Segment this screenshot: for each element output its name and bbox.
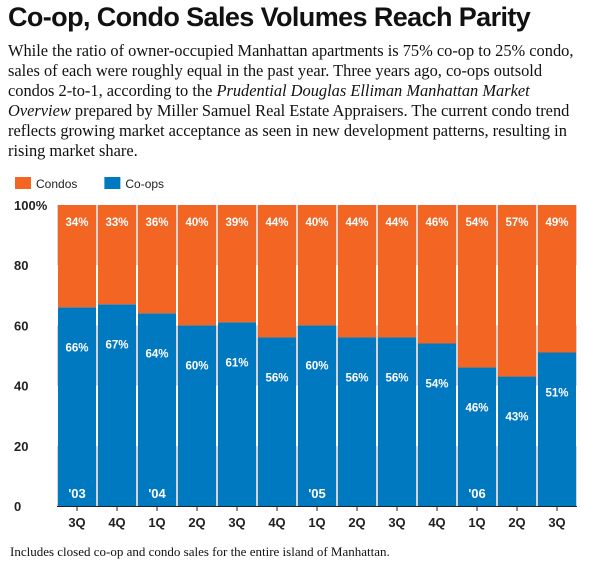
bar-condos [218,205,256,323]
data-label-coops: 51% [545,387,568,399]
data-label-condos: 57% [505,217,528,229]
legend: Condos Co-ops [15,177,164,191]
y-tick-label: 0 [14,499,21,514]
data-label-condos: 34% [65,217,88,229]
data-label-condos: 40% [305,217,328,229]
x-tick-label: 4Q [428,515,445,530]
data-label-coops: 56% [345,372,368,384]
chart-title: Co-op, Condo Sales Volumes Reach Parity [8,2,531,32]
intro-text-start: While the ratio of owner-occupied Manhat… [8,41,574,100]
x-tick-label: 4Q [108,515,125,530]
data-label-condos: 44% [265,217,288,229]
year-label: '06 [468,486,486,501]
x-axis: 3Q 4Q 1Q 2Q 3Q 4Q 1Q 2Q 3Q 4Q 1Q 2Q 3Q [57,506,577,530]
intro-paragraph: While the ratio of owner-occupied Manhat… [8,41,592,161]
x-tick-label: 4Q [268,515,285,530]
bar-coops [218,322,256,506]
year-label: '05 [308,486,326,501]
bar-coops [98,304,136,506]
intro-report-name: Prudential Douglas Elliman Manhattan Mar… [8,81,530,120]
bar-condos [538,205,576,353]
bar-condos [138,205,176,314]
bar-coops [178,325,216,506]
bar-condos [58,205,96,308]
legend-label: Condos [36,177,77,191]
data-label-condos: 39% [225,217,248,229]
bar-coops [418,343,456,506]
bar-condos [458,205,496,368]
data-label-condos: 54% [465,217,488,229]
year-label: '03 [68,486,86,501]
x-tick-label: 2Q [348,515,365,530]
data-label-condos: 46% [425,217,448,229]
data-label-condos: 36% [145,217,168,229]
bar-condos [418,205,456,344]
data-label-coops: 61% [225,357,248,369]
data-label-condos: 44% [385,217,408,229]
data-label-coops: 56% [385,372,408,384]
bar-coops [458,367,496,506]
bar-coops [338,337,376,506]
bar-coops [258,337,296,506]
data-label-condos: 33% [105,217,128,229]
bar-coops [298,325,336,506]
data-label-coops: 46% [465,403,488,415]
x-tick-label: 3Q [548,515,565,530]
y-axis: 0 20 40 60 80 100% [14,198,48,514]
data-label-condos: 49% [545,217,568,229]
bar-coops [138,313,176,506]
bar-condos [378,205,416,338]
year-label: '04 [148,486,166,501]
legend-swatch-coops [104,177,121,189]
x-tick-label: 2Q [188,515,205,530]
x-tick-label: 1Q [308,515,325,530]
x-tick-label: 3Q [68,515,85,530]
legend-label: Co-ops [125,177,164,191]
x-tick-label: 1Q [468,515,485,530]
bar-coops [378,337,416,506]
data-label-coops: 43% [505,412,528,424]
bars: 34% 66% '03 33% 67% 36% 64% '04 40% 60% 39% 61% 44% 5… [58,205,576,506]
y-tick-label: 100% [14,198,48,213]
bar-condos [498,205,536,377]
data-label-coops: 64% [145,348,168,360]
y-tick-label: 20 [14,439,28,454]
x-tick-label: 1Q [148,515,165,530]
legend-swatch-condos [15,177,31,189]
data-label-coops: 56% [265,372,288,384]
bar-condos [298,205,336,326]
y-tick-label: 60 [14,318,28,333]
intro-text-end: prepared by Miller Samuel Real Estate Ap… [8,101,570,160]
data-label-coops: 60% [185,360,208,372]
data-label-condos: 44% [345,217,368,229]
y-tick-label: 80 [14,258,28,273]
footnote: Includes closed co-op and condo sales fo… [10,544,390,559]
x-tick-label: 3Q [388,515,405,530]
x-tick-label: 2Q [508,515,525,530]
bar-condos [98,205,136,305]
bar-condos [258,205,296,338]
data-label-condos: 40% [185,217,208,229]
data-label-coops: 66% [65,342,88,354]
x-tick-label: 3Q [228,515,245,530]
data-label-coops: 54% [425,378,448,390]
bar-condos [178,205,216,326]
y-tick-label: 40 [14,379,28,394]
bar-coops [498,376,536,506]
bar-condos [338,205,376,338]
data-label-coops: 67% [105,339,128,351]
bar-coops [538,352,576,506]
data-label-coops: 60% [305,360,328,372]
bar-coops [58,307,96,506]
